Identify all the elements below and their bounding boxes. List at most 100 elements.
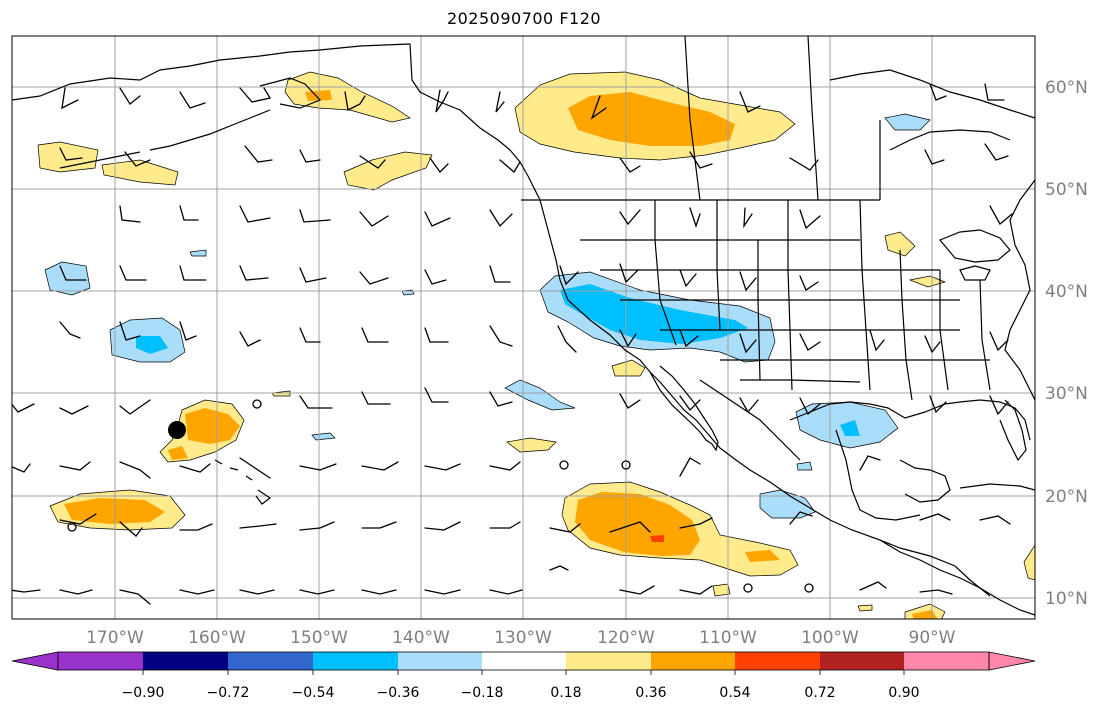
map-frame	[11, 35, 1036, 620]
colorbar-segment	[735, 652, 820, 670]
wind-barb	[429, 157, 449, 174]
wind-barb	[12, 463, 31, 473]
wind-barb	[435, 89, 449, 113]
wind-barb	[549, 565, 569, 571]
wind-barb	[299, 463, 337, 471]
wind-barb	[489, 209, 513, 228]
wind-barb	[239, 331, 261, 347]
graticule	[12, 36, 1035, 619]
lat-label: 30°N	[1045, 384, 1088, 404]
wind-barb	[989, 395, 1009, 416]
wind-barb	[609, 521, 651, 533]
anomaly-contours	[37, 71, 1035, 619]
wind-barb	[619, 329, 637, 348]
lon-label: 120°W	[597, 628, 655, 648]
wind-barb	[59, 321, 81, 339]
lat-label: 60°N	[1045, 78, 1088, 98]
positive-region	[506, 437, 557, 453]
wind-barb	[489, 265, 511, 283]
lon-label: 110°W	[699, 628, 757, 648]
wind-barb	[124, 151, 151, 167]
positive-region	[611, 359, 646, 377]
wind-barb	[739, 333, 757, 354]
wind-barb	[689, 207, 701, 229]
colorbar-tick-label: 0.90	[888, 685, 919, 701]
wind-barb	[179, 91, 206, 109]
positive-region	[1023, 544, 1035, 581]
wind-barb	[359, 155, 386, 169]
wind-barb	[12, 403, 35, 413]
wind-barb	[679, 269, 697, 288]
wind-barb	[119, 521, 143, 537]
negative-region	[796, 461, 813, 471]
positive-region	[343, 151, 433, 191]
wind-barb	[619, 263, 639, 284]
wind-barb	[59, 589, 93, 595]
wind-barb	[344, 91, 366, 111]
calm-circle	[559, 460, 569, 470]
lon-label: 150°W	[290, 628, 348, 648]
wind-barb	[59, 265, 87, 281]
wind-barb	[119, 265, 147, 281]
positive-region	[857, 604, 873, 612]
colorbar-tick-label: −0.36	[377, 685, 420, 701]
wind-barb	[179, 265, 207, 281]
colorbar-segment	[313, 652, 398, 670]
lon-label: 90°W	[909, 628, 956, 648]
wind-barb	[59, 147, 83, 161]
negative-region	[136, 336, 168, 354]
calm-circle	[252, 399, 262, 409]
lat-label: 10°N	[1045, 589, 1088, 609]
wind-barb	[619, 393, 641, 409]
wind-barb	[919, 589, 953, 595]
wind-barb	[424, 589, 461, 595]
wind-barb	[299, 149, 321, 163]
wind-barb	[59, 405, 89, 415]
wind-barb	[929, 395, 947, 414]
wind-barb	[919, 513, 951, 521]
wind-barb	[679, 585, 713, 595]
colorbar-tick-label: 0.36	[635, 685, 666, 701]
colorbar-tick-label: 0.18	[550, 685, 581, 701]
wind-barb	[495, 91, 505, 113]
positive-region	[884, 231, 916, 257]
colorbar-segment	[143, 652, 228, 670]
wind-barb	[12, 589, 41, 593]
negative-region	[311, 432, 336, 441]
wind-barb	[299, 327, 321, 343]
colorbar-tick-label: −0.72	[207, 685, 250, 701]
wind-barb	[424, 211, 451, 227]
wind-barb	[424, 387, 449, 403]
positive-region	[908, 275, 947, 288]
wind-barb	[799, 209, 821, 230]
colorbar-segment	[820, 652, 904, 670]
wind-barb	[361, 327, 389, 343]
positive-region	[712, 583, 731, 597]
calm-circle	[743, 583, 753, 593]
wind-barb	[619, 157, 641, 173]
wind-barb	[499, 159, 521, 173]
wind-barb	[119, 321, 141, 341]
wind-barb	[239, 205, 271, 223]
wind-barb	[789, 157, 819, 171]
longitude-labels: 170°W 160°W 150°W 140°W 130°W 120°W 110°…	[86, 628, 956, 648]
colorbar-segment	[228, 652, 313, 670]
positive-region	[745, 550, 780, 562]
wind-barb	[989, 205, 1013, 226]
wind-barb	[179, 589, 215, 595]
wind-barb	[679, 329, 699, 348]
wind-barb	[619, 209, 641, 226]
wind-barb	[489, 391, 513, 407]
wind-barb	[924, 149, 945, 165]
wind-barb	[119, 399, 151, 415]
colorbar-segment	[58, 652, 143, 670]
wind-barb	[929, 83, 947, 101]
map-title: 2025090700 F120	[446, 9, 602, 28]
wind-barb	[424, 269, 447, 285]
colorbar-segment	[904, 652, 989, 670]
calm-circle	[67, 522, 77, 532]
wind-barb	[361, 391, 391, 405]
wind-barb	[549, 523, 581, 533]
positive-region	[575, 492, 700, 556]
wind-barb	[239, 87, 272, 103]
